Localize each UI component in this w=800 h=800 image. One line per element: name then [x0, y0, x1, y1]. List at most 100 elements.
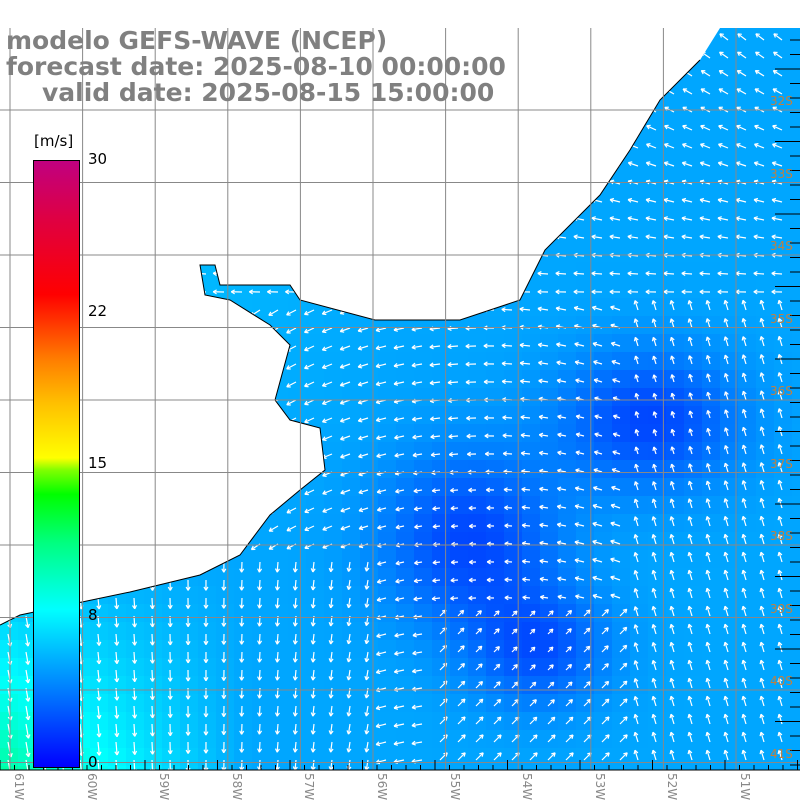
speed-cell	[234, 460, 252, 478]
wind-arrow	[663, 289, 675, 295]
speed-cell	[360, 208, 378, 226]
wind-arrow	[719, 51, 729, 59]
speed-cell	[126, 388, 144, 406]
speed-cell	[450, 496, 468, 514]
wind-arrow	[753, 216, 765, 222]
speed-cell	[630, 28, 648, 46]
speed-cell	[468, 208, 486, 226]
lon-label: 52W	[665, 773, 680, 800]
speed-cell	[450, 262, 468, 280]
speed-cell	[468, 604, 486, 622]
speed-cell	[324, 604, 342, 622]
speed-cell	[198, 226, 216, 244]
speed-cell	[702, 262, 720, 280]
speed-cell	[504, 46, 522, 64]
speed-cell	[0, 316, 18, 334]
speed-cell	[198, 334, 216, 352]
speed-cell	[738, 352, 756, 370]
speed-cell	[540, 658, 558, 676]
speed-cell	[288, 208, 306, 226]
speed-cell	[720, 280, 738, 298]
speed-cell	[720, 424, 738, 442]
speed-cell	[648, 190, 666, 208]
speed-cell	[108, 532, 126, 550]
speed-cell	[612, 748, 630, 766]
wind-arrow	[2, 309, 9, 322]
speed-cell	[108, 514, 126, 532]
speed-cell	[504, 730, 522, 748]
wind-arrow	[232, 417, 243, 425]
speed-cell	[540, 766, 558, 770]
wind-arrow	[519, 234, 531, 240]
wind-arrow	[32, 123, 45, 131]
wind-arrow	[108, 345, 117, 356]
wind-arrow	[248, 234, 261, 240]
speed-cell	[108, 352, 126, 370]
speed-cell	[702, 442, 720, 460]
speed-cell	[648, 388, 666, 406]
speed-cell	[504, 316, 522, 334]
wind-arrow	[375, 197, 387, 203]
speed-cell	[540, 46, 558, 64]
speed-cell	[198, 370, 216, 388]
speed-cell	[396, 208, 414, 226]
speed-cell	[234, 712, 252, 730]
speed-cell	[0, 496, 18, 514]
speed-cell	[738, 640, 756, 658]
speed-cell	[738, 316, 756, 334]
speed-cell	[648, 478, 666, 496]
speed-cell	[342, 496, 360, 514]
speed-cell	[594, 604, 612, 622]
wind-arrow	[735, 197, 747, 203]
wind-arrow	[556, 88, 567, 95]
wind-arrow	[754, 88, 765, 95]
speed-cell	[108, 748, 126, 766]
speed-cell	[504, 568, 522, 586]
wind-arrow	[393, 234, 405, 240]
speed-cell	[162, 658, 180, 676]
speed-cell	[108, 244, 126, 262]
wind-arrow	[699, 161, 711, 167]
speed-cell	[792, 154, 800, 172]
wind-arrow	[574, 88, 585, 95]
speed-cell	[360, 442, 378, 460]
wind-arrow	[573, 305, 585, 311]
speed-cell	[522, 748, 540, 766]
wind-arrow	[663, 161, 675, 167]
wind-arrow	[104, 234, 117, 240]
speed-cell	[594, 352, 612, 370]
speed-cell	[756, 640, 774, 658]
lon-label: 60W	[84, 773, 99, 800]
speed-cell	[702, 280, 720, 298]
speed-cell	[576, 640, 594, 658]
speed-cell	[324, 730, 342, 748]
speed-cell	[756, 766, 774, 770]
speed-cell	[576, 280, 594, 298]
wind-arrow	[230, 179, 243, 185]
wind-arrow	[267, 197, 279, 203]
speed-cell	[396, 136, 414, 154]
speed-cell	[396, 388, 414, 406]
speed-cell	[180, 622, 198, 640]
wind-arrow	[591, 289, 603, 295]
speed-cell	[270, 496, 288, 514]
wind-arrow	[771, 234, 783, 240]
wind-arrow	[3, 525, 9, 537]
speed-cell	[360, 154, 378, 172]
speed-cell	[342, 748, 360, 766]
speed-cell	[558, 568, 576, 586]
speed-cell	[126, 316, 144, 334]
speed-cell	[162, 244, 180, 262]
speed-cell	[666, 406, 684, 424]
speed-cell	[702, 748, 720, 766]
wind-arrow	[149, 561, 155, 573]
wind-arrow	[250, 363, 261, 371]
speed-cell	[198, 172, 216, 190]
speed-cell	[126, 550, 144, 568]
speed-cell	[504, 100, 522, 118]
speed-cell	[378, 766, 396, 770]
speed-cell	[504, 514, 522, 532]
speed-cell	[144, 442, 162, 460]
speed-cell	[414, 496, 432, 514]
wind-arrow	[197, 453, 207, 462]
